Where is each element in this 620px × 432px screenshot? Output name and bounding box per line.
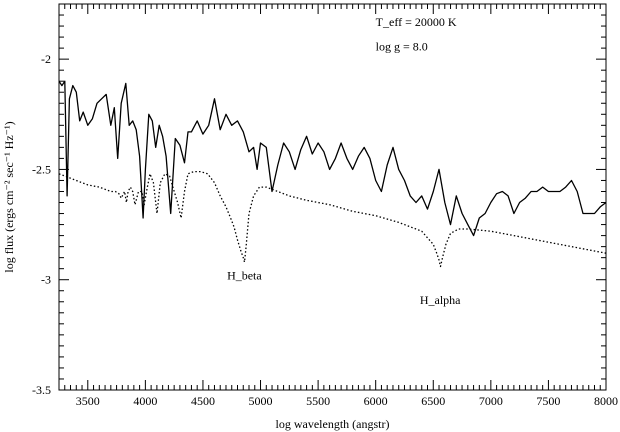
y-tick-label: -2.5 (32, 162, 51, 176)
y-tick-label: -3.5 (32, 383, 51, 397)
observed-spectrum-line (58, 80, 607, 237)
y-axis: -3.5 -3 -2.5 -2 (32, 3, 606, 397)
y-tick-label: -3 (41, 273, 51, 287)
plot-border (58, 3, 607, 391)
model-spectrum-line-dotted (58, 170, 607, 268)
x-axis-title: log wavelength (angstr) (276, 417, 390, 431)
x-tick-label: 7500 (536, 394, 560, 408)
x-tick-label: 8000 (594, 394, 618, 408)
x-tick-label: 3500 (76, 394, 100, 408)
x-tick-label: 7000 (479, 394, 503, 408)
annotation-label: T_eff = 20000 K (376, 15, 457, 29)
y-axis-title: log flux (ergs cm⁻² sec⁻¹ Hz⁻¹) (2, 121, 16, 272)
x-tick-label: 6500 (421, 394, 445, 408)
x-tick-label: 4000 (133, 394, 157, 408)
x-tick-label: 4500 (191, 394, 215, 408)
annotation-layer: T_eff = 20000 K log g = 8.0 H_beta H_alpha (227, 15, 461, 307)
annotation-label: H_alpha (420, 293, 461, 307)
plot-frame (58, 3, 607, 391)
annotation-label: H_beta (227, 269, 262, 283)
y-tick-label: -2 (41, 52, 51, 66)
x-axis: 3500 4000 4500 5000 5500 6000 6500 7000 7500 8000 (58, 4, 618, 408)
annotation-label: log g = 8.0 (376, 39, 428, 53)
x-tick-label: 5000 (249, 394, 273, 408)
x-tick-label: 6000 (364, 394, 388, 408)
x-tick-label: 5500 (306, 394, 330, 408)
series-layer (58, 80, 607, 268)
